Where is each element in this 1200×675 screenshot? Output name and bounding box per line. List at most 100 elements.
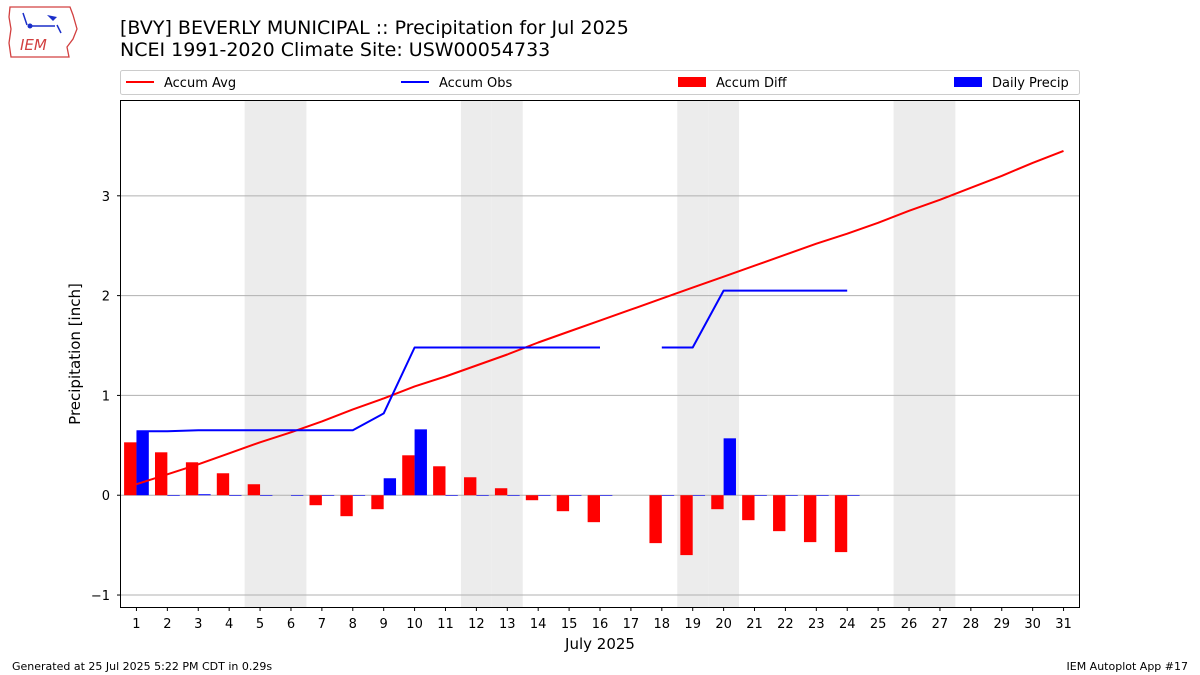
iem-logo: IEM: [8, 6, 78, 58]
y-axis-label: Precipitation [inch]: [66, 283, 84, 425]
accum-diff-bar-13: [494, 488, 508, 496]
chart-title: [BVY] BEVERLY MUNICIPAL :: Precipitation…: [120, 17, 629, 39]
y-tick-label-1: 1: [102, 389, 110, 404]
daily-precip-bar-23: [816, 495, 829, 496]
daily-precip-bars: [136, 429, 860, 496]
x-tick-label-22: 22: [777, 617, 794, 632]
accum-diff-bar-10: [402, 455, 415, 496]
legend-label-accum-obs: Accum Obs: [439, 76, 512, 91]
accum-obs-line-segment-1: [136, 346, 600, 433]
footer-generated: Generated at 25 Jul 2025 5:22 PM CDT in …: [12, 660, 273, 673]
daily-precip-bar-16: [600, 495, 613, 496]
daily-precip-bar-11: [445, 495, 458, 496]
daily-precip-bar-4: [229, 495, 242, 496]
accum-diff-bar-16: [587, 495, 600, 523]
y-tick-label-2: 2: [102, 290, 110, 305]
chart-subtitle: NCEI 1991-2020 Climate Site: USW00054733: [120, 39, 551, 61]
series-lines: [136, 149, 1064, 486]
x-tick-label-10: 10: [406, 617, 423, 632]
y-tick-label-0: 0: [102, 489, 110, 504]
x-tick-label-17: 17: [623, 617, 640, 632]
logo-text: IEM: [20, 36, 47, 54]
daily-precip-bar-18: [661, 495, 675, 496]
accum-diff-bar-12: [464, 477, 477, 496]
weekend-band-6: [275, 101, 307, 607]
x-tick-label-6: 6: [287, 617, 295, 632]
y-tick-label-3: 3: [102, 190, 110, 205]
accum-diff-bar-20: [711, 495, 724, 510]
x-tick-label-21: 21: [746, 617, 763, 632]
accum-diff-bar-2: [154, 452, 168, 496]
weekend-band-20: [708, 101, 740, 607]
daily-precip-bar-21: [754, 495, 767, 496]
legend-label-accum-diff: Accum Diff: [716, 76, 788, 91]
x-tick-label-14: 14: [530, 617, 547, 632]
daily-precip-bar-6: [290, 495, 304, 496]
daily-precip-bar-2: [167, 495, 180, 496]
x-tick-label-18: 18: [654, 617, 671, 632]
x-tick-label-30: 30: [1024, 617, 1041, 632]
y-tick-label--1: −1: [91, 589, 110, 604]
daily-precip-bar-19: [692, 495, 706, 496]
x-tick-label-8: 8: [349, 617, 357, 632]
legend: Accum Avg Accum Obs Accum Diff Daily Precip: [120, 70, 1080, 95]
daily-precip-bar-10: [414, 429, 427, 496]
x-axis: 1 2 3 4 5 6 7 8 9 10 11 12 13 14 15 16 17 18 19 20 21 22 23 24 2…: [132, 607, 1072, 632]
x-tick-label-27: 27: [932, 617, 949, 632]
x-tick-label-4: 4: [225, 617, 233, 632]
accum-diff-bar-15: [556, 495, 570, 512]
accum-diff-bars: [124, 442, 848, 556]
daily-precip-bar-14: [538, 495, 551, 496]
x-tick-label-1: 1: [132, 617, 140, 632]
x-tick-label-3: 3: [194, 617, 202, 632]
accum-diff-bar-9: [371, 495, 384, 510]
x-tick-label-29: 29: [993, 617, 1010, 632]
x-tick-label-15: 15: [561, 617, 578, 632]
accum-avg-line-segment-1: [136, 149, 1064, 486]
x-tick-label-20: 20: [715, 617, 732, 632]
weekend-band-26: [893, 101, 925, 607]
daily-precip-bar-1: [136, 431, 149, 496]
accum-diff-bar-19: [680, 495, 693, 556]
x-tick-label-24: 24: [839, 617, 856, 632]
x-axis-label: July 2025: [564, 635, 635, 653]
accum-obs-line-segment-2: [661, 289, 848, 349]
daily-precip-bar-13: [507, 495, 520, 496]
weekend-bands: [244, 101, 956, 607]
accum-diff-bar-14: [525, 495, 539, 501]
x-tick-label-26: 26: [901, 617, 918, 632]
accum-diff-bar-23: [803, 495, 817, 543]
x-tick-label-16: 16: [592, 617, 609, 632]
accum-diff-bar-5: [247, 484, 261, 496]
legend-label-daily-precip: Daily Precip: [992, 76, 1069, 91]
daily-precip-bar-5: [260, 495, 273, 496]
x-tick-label-7: 7: [318, 617, 326, 632]
y-axis: −1 0 1 2 3: [91, 190, 121, 604]
accum-diff-bar-18: [649, 495, 662, 544]
x-tick-label-19: 19: [684, 617, 701, 632]
weekend-band-27: [924, 101, 956, 607]
daily-precip-bar-22: [785, 495, 798, 496]
x-tick-label-28: 28: [963, 617, 980, 632]
accum-diff-bar-24: [834, 495, 848, 553]
daily-precip-bar-7: [321, 495, 335, 496]
accum-diff-bar-22: [773, 495, 786, 532]
accum-diff-bar-8: [340, 495, 353, 517]
x-tick-label-2: 2: [163, 617, 171, 632]
daily-precip-bar-12: [476, 495, 489, 496]
accum-diff-bar-21: [742, 495, 755, 521]
accum-diff-bar-3: [185, 462, 199, 496]
x-tick-label-12: 12: [468, 617, 485, 632]
daily-precip-bar-15: [569, 495, 582, 496]
legend-swatch-daily-precip: [954, 77, 982, 87]
x-tick-label-31: 31: [1055, 617, 1072, 632]
daily-precip-bar-24: [847, 495, 860, 496]
daily-precip-bar-20: [723, 438, 736, 496]
accum-diff-bar-11: [433, 466, 446, 496]
footer-app: IEM Autoplot App #17: [1066, 660, 1189, 673]
x-tick-label-13: 13: [499, 617, 516, 632]
daily-precip-bar-9: [383, 478, 397, 496]
x-tick-label-25: 25: [870, 617, 887, 632]
